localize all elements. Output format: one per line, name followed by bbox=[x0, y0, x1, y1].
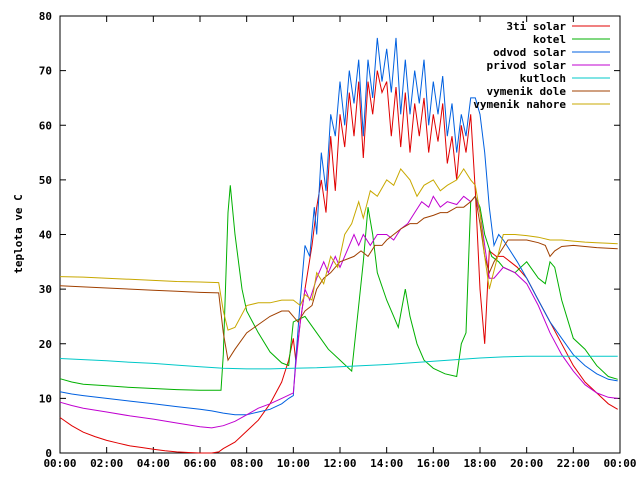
legend-label: kutloch bbox=[520, 72, 566, 85]
x-tick-label: 02:00 bbox=[90, 457, 123, 470]
x-tick-label: 08:00 bbox=[230, 457, 263, 470]
legend-label: 3ti solar bbox=[506, 20, 566, 33]
series-line-odvod-solar bbox=[59, 37, 618, 416]
x-tick-label: 20:00 bbox=[510, 457, 543, 470]
y-tick-label: 0 bbox=[45, 447, 52, 460]
x-tick-label: 10:00 bbox=[277, 457, 310, 470]
y-tick-label: 20 bbox=[39, 338, 52, 351]
x-tick-label: 04:00 bbox=[137, 457, 170, 470]
series-lines bbox=[59, 37, 618, 454]
legend-label: vymenik nahore bbox=[473, 98, 566, 111]
y-axis-label: teplota ve C bbox=[12, 194, 25, 273]
legend-label: vymenik dole bbox=[487, 85, 567, 98]
y-tick-label: 70 bbox=[39, 65, 52, 78]
legend-label: privod solar bbox=[487, 59, 567, 72]
x-tick-label: 00:00 bbox=[603, 457, 636, 470]
series-line-vymenik-nahore bbox=[59, 167, 618, 331]
x-tick-label: 00:00 bbox=[43, 457, 76, 470]
y-axis: 0 10 20 30 40 50 60 70 80 bbox=[39, 10, 620, 460]
x-tick-label: 18:00 bbox=[463, 457, 496, 470]
legend-label: kotel bbox=[533, 33, 566, 46]
y-tick-label: 10 bbox=[39, 392, 52, 405]
series-line-kutloch bbox=[59, 355, 618, 370]
x-tick-label: 06:00 bbox=[183, 457, 216, 470]
x-axis: 00:00 02:00 04:00 06:00 08:00 10:00 12:00 14:00… bbox=[43, 16, 637, 470]
x-tick-label: 12:00 bbox=[323, 457, 356, 470]
series-line-kotel bbox=[59, 185, 618, 391]
x-tick-label: 16:00 bbox=[417, 457, 450, 470]
series-line-vymenik-dole bbox=[59, 195, 618, 362]
y-tick-label: 40 bbox=[39, 229, 52, 242]
y-tick-label: 80 bbox=[39, 10, 52, 23]
y-tick-label: 50 bbox=[39, 174, 52, 187]
y-tick-label: 30 bbox=[39, 283, 52, 296]
legend-label: odvod solar bbox=[493, 46, 566, 59]
x-tick-label: 14:00 bbox=[370, 457, 403, 470]
y-tick-label: 60 bbox=[39, 119, 52, 132]
series-line-privod-solar bbox=[59, 195, 618, 429]
x-tick-label: 22:00 bbox=[557, 457, 590, 470]
